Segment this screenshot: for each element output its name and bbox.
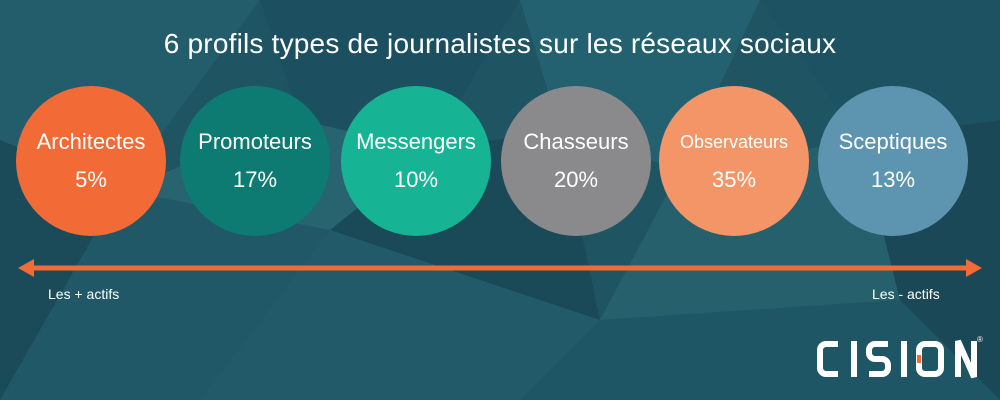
profile-name: Chasseurs <box>523 129 629 154</box>
axis-right-label: Les - actifs <box>872 286 940 302</box>
profile-name: Messengers <box>356 129 476 154</box>
profile-circle-sceptiques: Sceptiques 13% <box>818 86 968 236</box>
activity-axis-arrow <box>18 259 982 277</box>
axis-left-label: Les + actifs <box>48 286 120 302</box>
profile-percent: 20% <box>553 167 599 192</box>
profile-name: Promoteurs <box>198 129 312 154</box>
profile-percent: 13% <box>870 167 916 192</box>
profile-percent: 17% <box>232 167 278 192</box>
profile-circle-promoteurs: Promoteurs 17% <box>180 86 330 236</box>
cision-logo: ® <box>817 335 983 379</box>
profile-percent: 5% <box>75 167 107 192</box>
arrow-left-icon <box>18 259 34 277</box>
profile-name: Observateurs <box>679 132 789 152</box>
profile-circle-messengers: Messengers 10% <box>341 86 491 236</box>
profile-percent: 10% <box>393 167 439 192</box>
profile-circle-architectes: Architectes 5% <box>16 86 166 236</box>
svg-text:®: ® <box>977 335 983 344</box>
profile-circle-observateurs: Observateurs 35% <box>659 86 809 236</box>
profile-name: Sceptiques <box>838 129 948 154</box>
infographic-title: 6 profils types de journalistes sur les … <box>163 28 837 59</box>
profile-circle-chasseurs: Chasseurs 20% <box>501 86 651 236</box>
profile-name: Architectes <box>36 129 146 154</box>
arrow-right-icon <box>966 259 982 277</box>
profile-percent: 35% <box>711 167 757 192</box>
